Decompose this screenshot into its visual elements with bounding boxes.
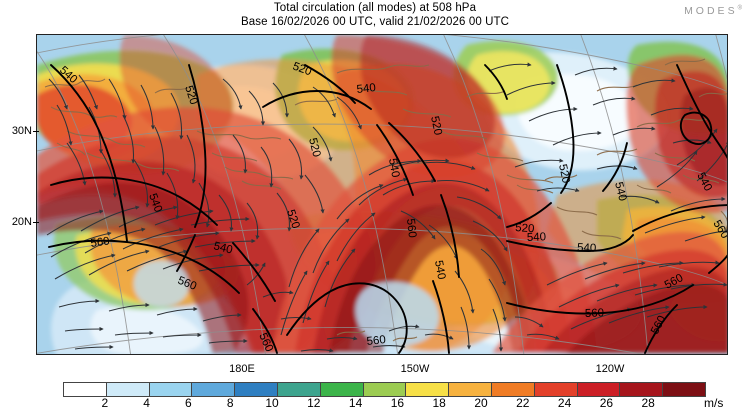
colorbar-segment-2	[149, 383, 193, 396]
brand-mark: ®	[737, 5, 742, 12]
colorbar-segment-0	[64, 383, 107, 396]
svg-text:540: 540	[386, 157, 401, 178]
colorbar-segment-8	[406, 383, 450, 396]
x-axis-label-150w: 150W	[400, 363, 430, 375]
colorbar-tick-6: 6	[185, 396, 192, 410]
svg-text:540: 540	[577, 242, 597, 255]
svg-text:520: 520	[284, 208, 301, 230]
svg-text:540: 540	[432, 259, 447, 280]
modes-logo: MODES®	[684, 5, 742, 17]
colorbar-segment-14	[663, 383, 705, 396]
colorbar-segment-6	[320, 383, 364, 396]
svg-text:540: 540	[527, 231, 547, 244]
svg-text:540: 540	[612, 181, 628, 203]
svg-text:520: 520	[428, 115, 444, 136]
svg-text:520: 520	[306, 137, 322, 159]
svg-text:520: 520	[556, 163, 572, 184]
title-line-1: Total circulation (all modes) at 508 hPa	[273, 2, 477, 14]
colorbar-segment-3	[192, 383, 236, 396]
colorbar-tick-26: 26	[599, 396, 614, 410]
colorbar-tick-22: 22	[516, 396, 530, 410]
colorbar-tick-10: 10	[265, 396, 279, 410]
speed-shading	[37, 35, 727, 354]
y-axis-label-20n: 20N	[11, 216, 32, 228]
svg-text:520: 520	[515, 222, 535, 235]
weather-field-svg: 540 520 520 540 540 540 560 560 560 560 …	[37, 35, 727, 354]
page-title: Total circulation (all modes) at 508 hPa…	[0, 2, 750, 29]
colorbar-tick-8: 8	[226, 396, 234, 410]
wind-vectors	[46, 62, 727, 353]
height-contours	[48, 64, 727, 354]
colorbar-segment-4	[235, 383, 278, 396]
y-tick-20n	[33, 222, 39, 224]
colorbar-unit: m/s	[704, 396, 724, 410]
colorbar-segment-9	[449, 383, 492, 396]
x-axis-label-180e: 180E	[229, 363, 255, 375]
colorbar-tick-12: 12	[307, 396, 321, 410]
graticule	[37, 35, 727, 354]
title-line-2: Base 16/02/2026 00 UTC, valid 21/02/2026…	[240, 15, 510, 28]
svg-text:560: 560	[366, 334, 386, 348]
colorbar-tick-4: 4	[143, 396, 150, 410]
colorbar-tick-24: 24	[557, 396, 572, 410]
colorbar-segment-7	[363, 383, 407, 396]
svg-text:540: 540	[356, 82, 376, 96]
colorbar-tick-14: 14	[348, 396, 363, 410]
colorbar-segment-10	[491, 383, 535, 396]
colorbar-tick-20: 20	[474, 396, 488, 410]
x-axis-label-120w: 120W	[595, 363, 625, 375]
y-axis-label-30n: 30N	[11, 125, 32, 137]
map-plot-area[interactable]: 540 520 520 540 540 540 560 560 560 560 …	[36, 34, 728, 355]
svg-text:540: 540	[212, 240, 234, 256]
colorbar-tick-18: 18	[432, 396, 446, 410]
svg-text:560: 560	[585, 307, 605, 320]
brand-text: MODES	[684, 5, 738, 17]
svg-text:520: 520	[182, 84, 199, 106]
colorbar-segment-13	[620, 383, 664, 396]
colorbar-segment-12	[577, 383, 621, 396]
svg-text:560: 560	[90, 235, 111, 250]
colorbar-segment-1	[106, 383, 150, 396]
colorbar[interactable]	[63, 382, 706, 397]
colorbar-tick-28: 28	[641, 396, 655, 410]
svg-text:560: 560	[404, 218, 418, 238]
coastlines	[44, 58, 727, 342]
colorbar-segment-5	[277, 383, 321, 396]
colorbar-tick-2: 2	[101, 396, 109, 410]
colorbar-tick-16: 16	[390, 396, 405, 410]
y-tick-30n	[33, 131, 39, 133]
colorbar-segment-11	[534, 383, 578, 396]
